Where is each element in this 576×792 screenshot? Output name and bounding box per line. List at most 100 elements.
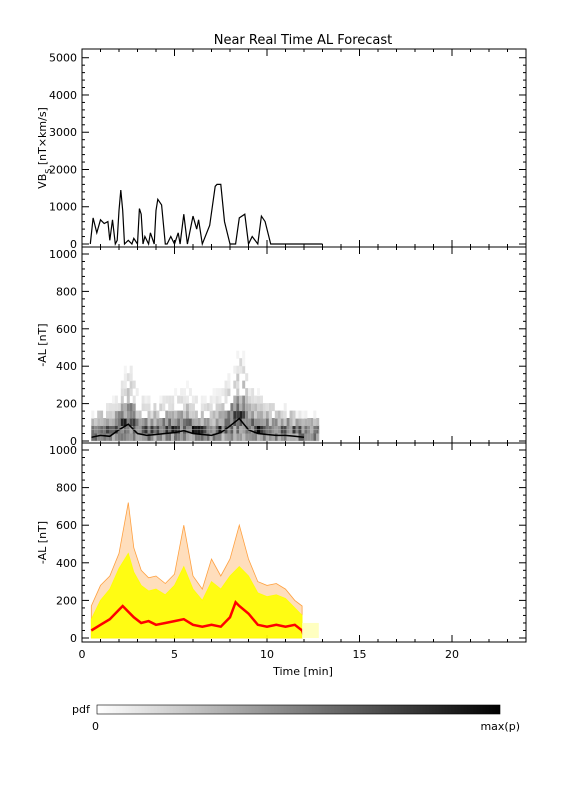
heatmap-cell bbox=[224, 410, 228, 419]
heatmap-cell bbox=[215, 425, 219, 434]
heatmap-cell bbox=[307, 425, 311, 434]
heatmap-cell bbox=[301, 425, 305, 434]
heatmap-cell bbox=[147, 403, 151, 412]
heatmap-cell bbox=[236, 388, 240, 397]
heatmap-cell bbox=[106, 433, 109, 441]
heatmap-cell bbox=[289, 418, 293, 426]
heatmap-cell bbox=[100, 410, 104, 419]
heatmap-cell bbox=[251, 433, 255, 441]
y-axis-title: -AL [nT] bbox=[36, 323, 49, 366]
heatmap-cell bbox=[188, 433, 192, 441]
heatmap-cell bbox=[298, 418, 302, 426]
heatmap-cell bbox=[159, 403, 163, 412]
heatmap-cell bbox=[280, 410, 284, 419]
heatmap-cell bbox=[126, 373, 130, 382]
heatmap-cell bbox=[215, 388, 219, 397]
heatmap-cell bbox=[280, 425, 284, 434]
heatmap-cell bbox=[103, 433, 107, 441]
heatmap-cell bbox=[138, 410, 142, 419]
heatmap-cell bbox=[168, 403, 172, 412]
heatmap-cell bbox=[254, 418, 258, 426]
heatmap-cell bbox=[109, 433, 112, 441]
heatmap-cell bbox=[260, 425, 263, 434]
heatmap-cell bbox=[103, 418, 107, 426]
y-axis-title: -AL [nT] bbox=[36, 521, 49, 564]
heatmap-cell bbox=[209, 410, 213, 419]
heatmap-cell bbox=[183, 410, 186, 419]
heatmap-cell bbox=[236, 365, 240, 374]
heatmap-cell bbox=[112, 410, 115, 419]
heatmap-cell bbox=[239, 365, 243, 374]
heatmap-cell bbox=[106, 410, 109, 419]
heatmap-cell bbox=[109, 418, 112, 426]
heatmap-cell bbox=[135, 410, 139, 419]
heatmap-cell bbox=[188, 403, 192, 412]
heatmap-cell bbox=[245, 373, 249, 382]
heatmap-cell bbox=[100, 425, 104, 434]
heatmap-cell bbox=[191, 403, 195, 412]
heatmap-cell bbox=[123, 433, 127, 441]
heatmap-cell bbox=[242, 380, 246, 389]
heatmap-cell bbox=[313, 418, 317, 426]
heatmap-cell bbox=[230, 433, 234, 441]
heatmap-cell bbox=[307, 433, 311, 441]
heatmap-cell bbox=[126, 388, 130, 397]
heatmap-cell bbox=[224, 418, 228, 426]
heatmap-cell bbox=[200, 425, 204, 434]
heatmap-cell bbox=[260, 418, 263, 426]
heatmap-cell bbox=[165, 418, 169, 426]
heatmap-cell bbox=[227, 433, 231, 441]
heatmap-cell bbox=[227, 425, 231, 434]
heatmap-cell bbox=[224, 380, 228, 389]
heatmap-cell bbox=[227, 380, 231, 389]
heatmap-cell bbox=[236, 395, 240, 404]
heatmap-cell bbox=[239, 358, 243, 367]
heatmap-cell bbox=[129, 433, 133, 441]
heatmap-cell bbox=[295, 418, 299, 426]
heatmap-cell bbox=[313, 425, 317, 434]
heatmap-cell bbox=[245, 388, 249, 397]
heatmap-cell bbox=[186, 410, 189, 419]
colorbar-max-label: max(p) bbox=[480, 720, 520, 733]
heatmap-cell bbox=[286, 418, 290, 426]
heatmap-cell bbox=[112, 433, 115, 441]
heatmap-cell bbox=[168, 418, 172, 426]
heatmap-cell bbox=[162, 433, 166, 441]
heatmap-cell bbox=[162, 418, 166, 426]
heatmap-cell bbox=[126, 410, 130, 419]
heatmap-cell bbox=[97, 418, 101, 426]
heatmap-cell bbox=[242, 403, 246, 412]
heatmap-cell bbox=[109, 410, 112, 419]
y-tick-label: 1000 bbox=[49, 248, 77, 261]
heatmap-cell bbox=[271, 418, 275, 426]
heatmap-cell bbox=[277, 433, 281, 441]
heatmap-cell bbox=[144, 418, 148, 426]
heatmap-cell bbox=[221, 433, 225, 441]
heatmap-cell bbox=[233, 410, 237, 419]
heatmap-cell bbox=[268, 403, 272, 412]
y-tick-label: 400 bbox=[56, 360, 77, 373]
heatmap-cell bbox=[186, 433, 189, 441]
heatmap-cell bbox=[159, 433, 163, 441]
heatmap-cell bbox=[298, 410, 302, 419]
heatmap-cell bbox=[112, 395, 115, 404]
heatmap-cell bbox=[233, 395, 237, 404]
heatmap-cell bbox=[221, 425, 225, 434]
heatmap-cell bbox=[251, 410, 255, 419]
heatmap-cell bbox=[200, 403, 204, 412]
heatmap-cell bbox=[147, 418, 151, 426]
heatmap-cell bbox=[230, 403, 234, 412]
heatmap-cell bbox=[304, 425, 308, 434]
heatmap-cell bbox=[316, 418, 320, 426]
heatmap-cell bbox=[236, 433, 240, 441]
heatmap-cell bbox=[165, 433, 169, 441]
heatmap-cell bbox=[268, 433, 272, 441]
heatmap-cell bbox=[283, 425, 287, 434]
heatmap-cell bbox=[304, 410, 308, 419]
heatmap-cell bbox=[203, 433, 207, 441]
heatmap-cell bbox=[135, 388, 139, 397]
heatmap-cell bbox=[132, 403, 136, 412]
heatmap-cell bbox=[191, 410, 195, 419]
heatmap-cell bbox=[120, 410, 124, 419]
y-tick-label: 400 bbox=[56, 557, 77, 570]
